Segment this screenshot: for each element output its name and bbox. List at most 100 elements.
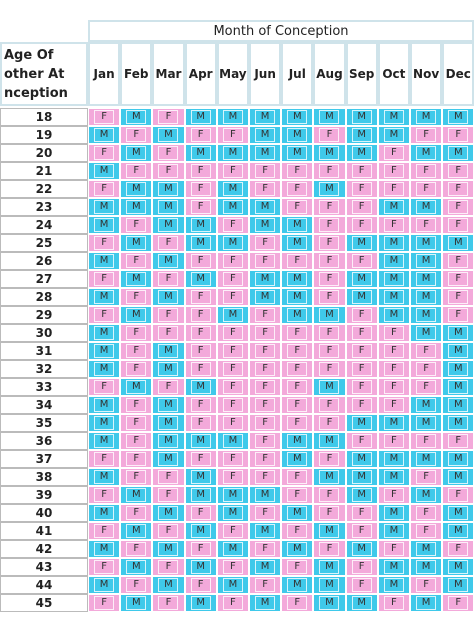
gender-letter: M [287, 128, 308, 142]
gender-cell: F [410, 522, 443, 540]
gender-letter: M [287, 308, 308, 322]
gender-cell: F [249, 342, 282, 360]
gender-letter: M [287, 218, 308, 232]
gender-letter: F [319, 362, 340, 376]
gender-letter: F [158, 596, 179, 610]
gender-cell: M [410, 252, 443, 270]
gender-letter: F [448, 200, 469, 214]
gender-cell: F [313, 162, 346, 180]
gender-letter: F [94, 110, 115, 124]
gender-cell: M [313, 558, 346, 576]
gender-cell: F [152, 324, 185, 342]
gender-cell: M [442, 234, 474, 252]
gender-letter: F [126, 398, 147, 412]
gender-letter: F [158, 560, 179, 574]
gender-letter: M [126, 560, 147, 574]
gender-cell: M [377, 270, 410, 288]
gender-cell: M [410, 270, 443, 288]
gender-letter: M [190, 380, 211, 394]
gender-cell: M [410, 306, 443, 324]
gender-cell: M [152, 396, 185, 414]
gender-cell: F [281, 198, 314, 216]
gender-cell: M [377, 198, 410, 216]
gender-letter: F [190, 506, 211, 520]
gender-cell: M [442, 144, 474, 162]
gender-cell: M [152, 216, 185, 234]
gender-cell: M [216, 180, 249, 198]
gender-cell: M [216, 432, 249, 450]
gender-letter: F [448, 218, 469, 232]
gender-letter: F [255, 236, 276, 250]
gender-cell: M [184, 216, 217, 234]
gender-letter: M [319, 578, 340, 592]
gender-cell: F [345, 180, 378, 198]
gender-letter: F [416, 434, 437, 448]
gender-letter: F [351, 308, 372, 322]
gender-cell: F [216, 288, 249, 306]
gender-letter: F [383, 344, 404, 358]
gender-cell: F [152, 468, 185, 486]
gender-cell: F [88, 558, 121, 576]
gender-letter: F [126, 218, 147, 232]
gender-letter: M [448, 380, 469, 394]
gender-letter: M [94, 506, 115, 520]
gender-cell: F [281, 252, 314, 270]
gender-cell: M [88, 126, 121, 144]
gender-cell: M [281, 126, 314, 144]
gender-letter: M [383, 470, 404, 484]
gender-letter: F [94, 596, 115, 610]
gender-letter: M [287, 146, 308, 160]
gender-letter: F [94, 236, 115, 250]
gender-letter: F [255, 254, 276, 268]
gender-cell: M [216, 540, 249, 558]
gender-letter: M [351, 236, 372, 250]
gender-cell: F [216, 558, 249, 576]
gender-letter: F [448, 290, 469, 304]
gender-letter: M [126, 236, 147, 250]
gender-letter: F [351, 380, 372, 394]
gender-letter: M [255, 128, 276, 142]
gender-cell: M [410, 414, 443, 432]
gender-letter: F [255, 164, 276, 178]
gender-letter: F [287, 470, 308, 484]
gender-letter: M [94, 200, 115, 214]
gender-letter: M [94, 128, 115, 142]
gender-letter: M [287, 110, 308, 124]
gender-cell: M [120, 108, 153, 126]
gender-letter: F [351, 434, 372, 448]
gender-cell: F [442, 252, 474, 270]
gender-letter: F [287, 398, 308, 412]
gender-cell: M [377, 288, 410, 306]
gender-letter: F [383, 362, 404, 376]
gender-cell: M [88, 162, 121, 180]
gender-letter: M [126, 182, 147, 196]
gender-letter: M [287, 236, 308, 250]
gender-letter: F [222, 290, 243, 304]
gender-cell: M [377, 234, 410, 252]
gender-cell: F [377, 378, 410, 396]
gender-cell: F [249, 180, 282, 198]
gender-cell: F [345, 324, 378, 342]
age-label: 40 [0, 504, 88, 522]
gender-cell: F [216, 378, 249, 396]
gender-cell: F [345, 378, 378, 396]
gender-cell: M [152, 360, 185, 378]
gender-letter: F [126, 542, 147, 556]
gender-cell: F [313, 360, 346, 378]
gender-letter: M [351, 146, 372, 160]
gender-letter: F [158, 272, 179, 286]
gender-cell: F [313, 288, 346, 306]
gender-letter: M [383, 128, 404, 142]
gender-cell: F [120, 342, 153, 360]
gender-letter: F [383, 434, 404, 448]
gender-cell: M [281, 288, 314, 306]
gender-cell: F [249, 468, 282, 486]
gender-cell: F [345, 216, 378, 234]
gender-cell: F [249, 306, 282, 324]
gender-letter: M [126, 488, 147, 502]
gender-cell: M [152, 576, 185, 594]
gender-letter: F [255, 362, 276, 376]
gender-letter: M [448, 110, 469, 124]
gender-letter: F [255, 452, 276, 466]
gender-letter: M [126, 110, 147, 124]
